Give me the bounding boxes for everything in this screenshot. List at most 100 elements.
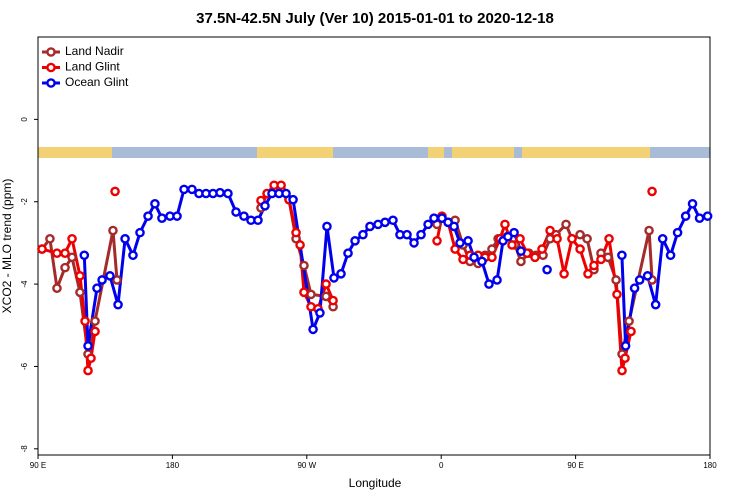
point [52, 248, 62, 259]
point [429, 213, 439, 224]
point [626, 326, 636, 337]
point [37, 244, 47, 254]
point [299, 260, 309, 271]
point [105, 271, 115, 281]
point [702, 211, 713, 221]
point [487, 252, 497, 263]
legend-label: Ocean Glint [65, 75, 129, 89]
point [559, 268, 569, 279]
point [223, 188, 233, 199]
point [83, 365, 93, 376]
point [530, 252, 540, 263]
point [112, 275, 122, 285]
point [90, 326, 100, 337]
y-tick-label: 0 [20, 117, 29, 122]
legend-label: Land Glint [65, 60, 120, 74]
point [67, 252, 77, 263]
point [60, 262, 70, 273]
point [308, 324, 318, 335]
point [617, 250, 627, 261]
point [321, 279, 331, 289]
point [567, 233, 577, 244]
point [67, 233, 77, 244]
x-tick-label: 90 E [30, 461, 46, 470]
legend-marker [46, 78, 56, 88]
point [617, 365, 627, 376]
point [79, 250, 90, 261]
point [589, 260, 599, 271]
point [365, 221, 375, 232]
point [423, 219, 433, 230]
point [432, 236, 442, 246]
land [522, 147, 650, 158]
point [500, 219, 510, 230]
point [537, 244, 547, 254]
point [634, 275, 645, 285]
point [343, 248, 353, 259]
point [231, 207, 241, 217]
point [45, 233, 55, 244]
land [257, 147, 333, 158]
point [336, 268, 346, 279]
land [38, 147, 112, 158]
point [620, 341, 631, 351]
point [509, 227, 519, 238]
point [620, 353, 630, 364]
point [239, 211, 249, 221]
point [322, 221, 332, 232]
point [665, 250, 676, 261]
point [542, 264, 552, 275]
point [650, 299, 661, 310]
point [487, 244, 497, 254]
point [449, 221, 459, 232]
plot-frame [37, 36, 711, 456]
point [315, 308, 325, 318]
point [295, 240, 305, 250]
point [86, 353, 96, 364]
x-tick-label: 0 [439, 461, 444, 470]
point [516, 256, 526, 267]
x-tick-label: 180 [703, 461, 717, 470]
point [545, 225, 555, 236]
legend-label: Land Nadir [65, 44, 124, 58]
point [672, 227, 683, 238]
point [157, 213, 167, 224]
point [612, 289, 622, 300]
point [358, 229, 368, 240]
series-line [42, 185, 652, 370]
y-tick-label: -4 [20, 280, 29, 288]
point [507, 240, 517, 250]
point [624, 316, 634, 326]
point [108, 225, 118, 236]
point [561, 219, 571, 230]
y-axis-label: XCO2 - MLO trend (ppm) [0, 179, 14, 314]
point [644, 225, 654, 236]
point [388, 215, 398, 226]
point [253, 215, 263, 226]
point [596, 254, 606, 265]
point [328, 295, 338, 306]
x-tick-label: 180 [166, 461, 180, 470]
point [260, 201, 270, 211]
point [437, 213, 447, 224]
point [120, 233, 130, 244]
point [629, 283, 640, 294]
point [687, 198, 698, 209]
point [92, 283, 102, 294]
point [215, 187, 225, 198]
y-tick-label: -6 [20, 362, 29, 370]
point [582, 233, 592, 244]
land [452, 147, 514, 158]
point [477, 256, 487, 267]
chart-title: 37.5N-42.5N July (Ver 10) 2015-01-01 to … [196, 10, 554, 27]
point [135, 227, 145, 238]
point [469, 252, 479, 263]
legend-marker [46, 62, 56, 73]
point [604, 233, 614, 244]
point [583, 268, 593, 279]
point [52, 283, 62, 294]
point [281, 188, 291, 199]
point [128, 250, 138, 261]
map-strip [38, 147, 710, 158]
